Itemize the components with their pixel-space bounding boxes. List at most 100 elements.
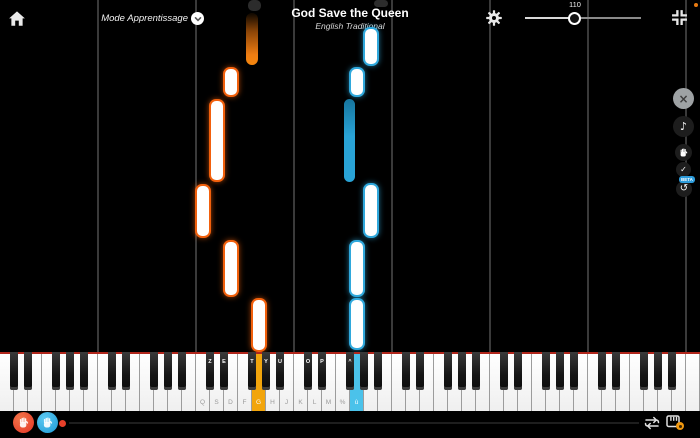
piano-key-black-25[interactable] xyxy=(499,352,509,390)
piano-key-black-9[interactable] xyxy=(177,352,187,390)
check-button[interactable]: ✓ xyxy=(676,162,691,177)
piano-key-black-13[interactable]: Y xyxy=(261,352,271,390)
right-hand-toggle-button[interactable] xyxy=(37,412,58,433)
notification-dot xyxy=(694,3,698,7)
key-binding-label: P xyxy=(320,359,324,365)
octave-guide-line xyxy=(391,0,393,352)
left-hand-toggle-button[interactable] xyxy=(13,412,34,433)
note-left-hand xyxy=(248,0,261,11)
note-left-hand-D4 xyxy=(209,99,225,182)
beta-badge: BETA xyxy=(679,176,695,183)
fullscreen-button[interactable] xyxy=(671,9,688,26)
key-binding-label: Q xyxy=(199,399,206,406)
song-title: God Save the Queen xyxy=(291,6,409,20)
tempo-slider-track[interactable] xyxy=(575,17,641,19)
right-hand-icon xyxy=(43,417,53,428)
key-binding-label: J xyxy=(284,399,289,406)
piano-key-black-0[interactable] xyxy=(9,352,19,390)
piano-key-black-18[interactable] xyxy=(359,352,369,390)
piano-key-black-14[interactable]: U xyxy=(275,352,285,390)
note-right-hand-F#5 xyxy=(344,99,355,182)
piano-key-black-22[interactable] xyxy=(443,352,453,390)
home-button[interactable] xyxy=(8,10,26,28)
key-binding-label: G xyxy=(255,399,262,406)
tempo-slider-track-filled[interactable] xyxy=(525,17,575,19)
key-binding-label: T xyxy=(250,359,254,365)
piano-key-black-33[interactable] xyxy=(653,352,663,390)
note-right-hand-A5 xyxy=(363,27,379,66)
key-binding-label: % xyxy=(339,399,346,406)
home-icon xyxy=(9,11,25,26)
mode-dropdown-button[interactable] xyxy=(191,12,204,25)
piano-key-black-12[interactable]: T xyxy=(247,352,257,390)
learning-mode-label: Mode Apprentissage xyxy=(101,13,188,24)
piano-key-black-34[interactable] xyxy=(667,352,677,390)
key-binding-label: H xyxy=(270,399,275,406)
note-right-hand xyxy=(374,0,388,7)
progress-bar[interactable] xyxy=(69,422,639,424)
fullscreen-icon xyxy=(672,10,687,25)
piano-key-black-15[interactable]: O xyxy=(303,352,313,390)
note-right-hand-A5 xyxy=(363,183,379,238)
settings-button[interactable] xyxy=(486,10,502,26)
octave-guide-line xyxy=(97,0,99,352)
close-button[interactable]: × xyxy=(673,88,694,109)
repeat-button[interactable] xyxy=(642,415,662,431)
device-notification-badge xyxy=(676,422,684,430)
piano-key-black-32[interactable] xyxy=(639,352,649,390)
key-binding-label: M xyxy=(325,399,332,406)
key-binding-label: ^ xyxy=(348,359,352,365)
gear-icon xyxy=(486,10,502,26)
octave-guide-line xyxy=(587,0,589,352)
key-binding-label: S xyxy=(214,399,219,406)
piano-key-black-7[interactable] xyxy=(149,352,159,390)
replay-icon: ↺ xyxy=(679,183,689,194)
music-note-button[interactable]: ♪ xyxy=(673,116,694,137)
piano-key-black-28[interactable] xyxy=(555,352,565,390)
piano-key-black-29[interactable] xyxy=(569,352,579,390)
piano-key-black-31[interactable] xyxy=(611,352,621,390)
replay-button[interactable]: ↺ xyxy=(676,181,692,197)
key-binding-label: D xyxy=(228,399,233,406)
midi-device-button[interactable] xyxy=(665,413,685,433)
progress-indicator-dot xyxy=(59,420,66,427)
note-left-hand-C4 xyxy=(195,184,211,238)
piano-key-black-5[interactable] xyxy=(107,352,117,390)
song-header: God Save the Queen English Traditional xyxy=(275,6,425,31)
hand-mode-button[interactable] xyxy=(675,144,692,161)
note-left-hand-F#4 xyxy=(246,13,258,65)
note-left-hand-E4 xyxy=(223,240,239,297)
piano-key-black-1[interactable] xyxy=(23,352,33,390)
piano-key-black-11[interactable]: E xyxy=(219,352,229,390)
piano-key-black-17[interactable]: ^ xyxy=(345,352,355,390)
piano-key-black-4[interactable] xyxy=(79,352,89,390)
piano-key-black-2[interactable] xyxy=(51,352,61,390)
key-binding-label: O xyxy=(305,359,311,365)
bottom-bar xyxy=(0,411,700,438)
piano-key-black-24[interactable] xyxy=(471,352,481,390)
hand-icon xyxy=(680,148,688,157)
octave-guide-line xyxy=(195,0,197,352)
piano-key-black-8[interactable] xyxy=(163,352,173,390)
note-left-hand-G4 xyxy=(251,298,267,352)
piano-key-black-27[interactable] xyxy=(541,352,551,390)
piano-key-black-20[interactable] xyxy=(401,352,411,390)
piano-key-black-16[interactable]: P xyxy=(317,352,327,390)
piano-key-black-19[interactable] xyxy=(373,352,383,390)
key-binding-label: F xyxy=(242,399,247,406)
piano-key-black-26[interactable] xyxy=(513,352,523,390)
piano-key-black-30[interactable] xyxy=(597,352,607,390)
piano-key-black-6[interactable] xyxy=(121,352,131,390)
close-icon: × xyxy=(678,91,689,106)
piano-key-black-10[interactable]: Z xyxy=(205,352,215,390)
piano-key-black-23[interactable] xyxy=(457,352,467,390)
piano-key-black-3[interactable] xyxy=(65,352,75,390)
key-binding-label: ù xyxy=(354,399,359,406)
note-right-hand-G5 xyxy=(349,67,365,97)
tempo-slider-thumb[interactable] xyxy=(568,12,581,25)
music-note-icon: ♪ xyxy=(679,120,688,133)
piano-key-black-21[interactable] xyxy=(415,352,425,390)
note-right-hand-G5 xyxy=(349,240,365,297)
